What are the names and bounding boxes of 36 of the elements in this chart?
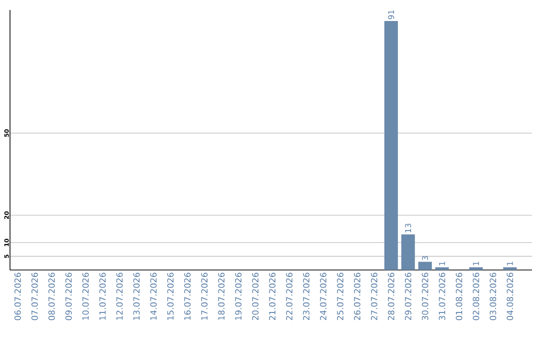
x-tick-label: 04.08.2026 <box>506 272 514 320</box>
bar <box>401 234 415 270</box>
x-tick-label: 09.07.2026 <box>65 272 72 320</box>
x-tick-label: 06.07.2026 <box>14 272 21 320</box>
x-tick-label: 17.07.2026 <box>201 272 208 320</box>
x-tick-label: 12.07.2026 <box>116 272 123 320</box>
x-tick-label: 10.07.2026 <box>82 272 89 320</box>
x-tick-label: 11.07.2026 <box>99 272 106 320</box>
x-tick-label: 19.07.2026 <box>235 272 242 320</box>
bar <box>384 20 398 270</box>
x-tick-label: 16.07.2026 <box>184 272 191 320</box>
x-tick-label: 31.07.2026 <box>438 272 446 320</box>
x-tick-label: 22.07.2026 <box>286 272 292 320</box>
x-tick-label: 07.07.2026 <box>31 272 38 320</box>
x-tick-label: 15.07.2026 <box>167 272 174 320</box>
x-tick-label: 26.07.2026 <box>354 272 360 320</box>
x-tick-label: 29.07.2026 <box>404 272 412 320</box>
bar <box>469 267 483 270</box>
x-tick-label: 21.07.2026 <box>269 272 276 320</box>
x-tick-label: 14.07.2026 <box>150 272 157 320</box>
x-tick-label: 18.07.2026 <box>218 272 225 320</box>
x-tick-label: 30.07.2026 <box>422 272 428 320</box>
x-tick-label: 23.07.2026 <box>303 272 310 320</box>
bar <box>435 267 449 270</box>
x-tick-label: 02.08.2026 <box>472 272 480 320</box>
x-tick-label: 13.07.2026 <box>133 272 140 320</box>
x-tick-label: 28.07.2026 <box>388 272 394 320</box>
x-tick-label: 08.07.2026 <box>48 272 55 320</box>
x-tick-label: 03.08.2026 <box>490 272 496 320</box>
x-tick-label: 20.07.2026 <box>252 272 259 320</box>
x-tick-label: 27.07.2026 <box>370 272 378 320</box>
x-tick-label: 01.08.2026 <box>456 272 462 320</box>
x-tick-label: 24.07.2026 <box>320 272 326 320</box>
bar <box>503 267 517 270</box>
bar <box>418 262 432 270</box>
x-tick-label: 25.07.2026 <box>336 272 344 320</box>
